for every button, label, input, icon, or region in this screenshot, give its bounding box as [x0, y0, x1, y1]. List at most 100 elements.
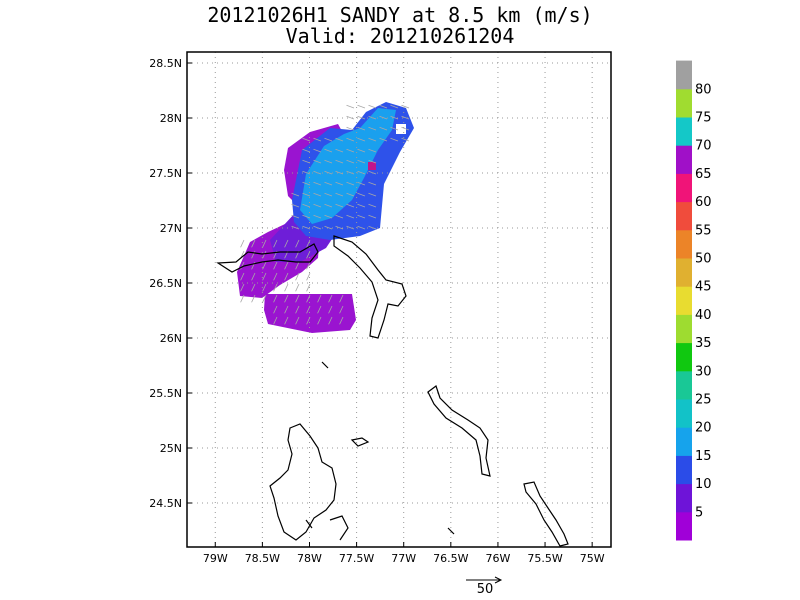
wind-arrow — [240, 239, 245, 248]
wind-arrow — [357, 159, 366, 164]
colorbar-swatch — [676, 258, 692, 287]
wind-arrow — [357, 104, 366, 109]
wind-arrow — [251, 250, 256, 259]
wind-arrow — [273, 272, 278, 281]
wind-arrow — [295, 305, 300, 314]
wind-arrow — [328, 294, 333, 303]
colorbar-label: 55 — [695, 223, 712, 238]
tick-label-lat: 26.5N — [149, 277, 182, 290]
wind-arrow — [324, 203, 333, 208]
wind-arrow — [357, 192, 366, 197]
tick-label-lat: 24.5N — [149, 497, 182, 510]
colorbar-swatch — [676, 314, 692, 344]
wind-region-magenta — [368, 162, 376, 170]
wind-arrow — [357, 181, 366, 186]
wind-arrow — [390, 126, 399, 131]
wind-arrow — [306, 294, 311, 303]
colorbar-label: 10 — [695, 477, 712, 492]
wind-arrow — [313, 137, 322, 142]
wind-arrow — [273, 316, 278, 325]
wind-arrow — [306, 316, 311, 325]
longitude-labels: 79W 78.5W 78W 77.5W 77W 76.5W 76W 75.5W 75W — [203, 552, 605, 565]
wind-arrow — [302, 225, 311, 230]
wind-arrow — [346, 137, 355, 142]
wind-arrow — [324, 192, 333, 197]
wind-arrow — [295, 239, 300, 248]
wind-arrow — [324, 214, 333, 219]
colorbar-label: 60 — [695, 195, 712, 210]
latitude-labels: 24.5N 25N 25.5N 26N 26.5N 27N 27.5N 28N 28.5N — [149, 57, 182, 510]
wind-arrow — [346, 225, 355, 230]
wind-arrow — [302, 203, 311, 208]
tick-label-lat: 28.5N — [149, 57, 182, 70]
wind-arrow — [262, 294, 267, 303]
colorbar-label: 45 — [695, 280, 712, 295]
wind-arrow — [357, 170, 366, 175]
wind-arrow — [328, 316, 333, 325]
tick-label-lat: 27N — [160, 222, 182, 235]
wind-arrow — [291, 214, 300, 219]
wind-arrow — [324, 181, 333, 186]
colorbar-swatch — [676, 455, 692, 485]
wind-arrow — [284, 305, 289, 314]
wind-arrow — [335, 170, 344, 175]
wind-arrow — [346, 170, 355, 175]
tick-label-lon: 75W — [580, 552, 605, 565]
wind-arrow — [357, 225, 366, 230]
wind-arrow — [284, 261, 289, 270]
grid-lines — [187, 52, 611, 547]
wind-arrow — [262, 261, 267, 270]
wind-arrow — [313, 214, 322, 219]
colorbar-swatch — [676, 427, 692, 456]
wind-arrow — [335, 181, 344, 186]
wind-arrow — [273, 261, 278, 270]
wind-region-purple-lower — [264, 294, 356, 333]
colorbar-swatch — [676, 88, 692, 118]
wind-arrow — [346, 126, 355, 131]
wind-arrow — [240, 294, 245, 303]
wind-arrow — [368, 192, 377, 197]
wind-arrow — [335, 203, 344, 208]
wind-arrow — [302, 192, 311, 197]
wind-arrow — [346, 192, 355, 197]
wind-arrow — [368, 137, 377, 142]
colorbar-swatch — [676, 342, 692, 372]
wind-arrow — [335, 225, 344, 230]
scale-vector-label: 50 — [476, 582, 494, 597]
wind-region-gap — [396, 124, 406, 134]
wind-arrow — [324, 137, 333, 142]
wind-arrow — [368, 159, 377, 164]
colorbar-label: 15 — [695, 449, 712, 464]
wind-arrow — [379, 126, 388, 131]
wind-arrow — [295, 294, 300, 303]
wind-arrow — [251, 283, 256, 292]
wind-arrow — [346, 115, 355, 120]
wind-arrow — [295, 261, 300, 270]
wind-arrow — [368, 148, 377, 153]
wind-arrow — [379, 104, 388, 109]
colorbar-swatch — [676, 286, 692, 315]
coast-andros — [269, 423, 337, 541]
colorbar-swatch — [676, 117, 692, 146]
tick-label-lon: 77.5W — [339, 552, 374, 565]
wind-arrow — [401, 126, 410, 131]
wind-arrows — [240, 104, 410, 325]
wind-arrow — [357, 115, 366, 120]
wind-arrow — [357, 214, 366, 219]
wind-arrow — [346, 203, 355, 208]
coast-grand-bahama — [216, 243, 319, 273]
colorbar-label: 70 — [695, 139, 712, 154]
wind-arrow — [306, 283, 311, 292]
wind-arrow — [251, 239, 256, 248]
wind-arrow — [284, 272, 289, 281]
wind-arrow — [295, 283, 300, 292]
wind-arrow — [273, 294, 278, 303]
wind-arrow — [302, 159, 311, 164]
wind-arrow — [291, 192, 300, 197]
wind-arrow — [368, 214, 377, 219]
colorbar-swatch — [676, 511, 692, 541]
wind-arrow — [262, 239, 267, 248]
colorbar-label: 65 — [695, 167, 712, 182]
wind-arrow — [251, 294, 256, 303]
